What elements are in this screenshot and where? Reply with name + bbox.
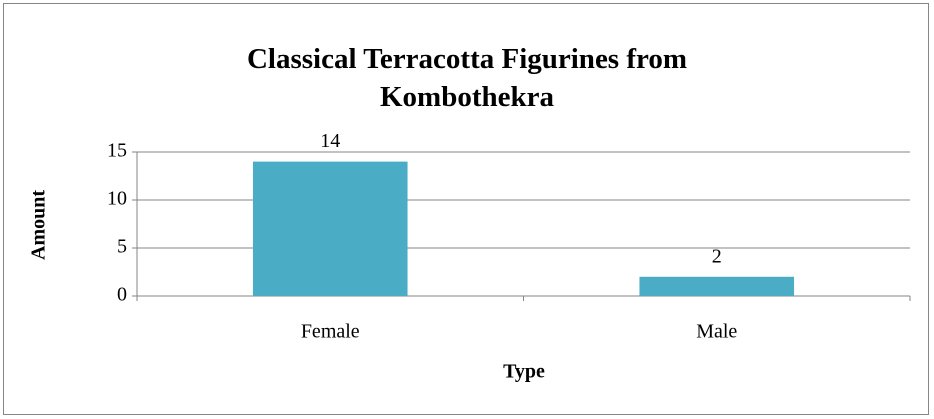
- x-tick-label: Female: [301, 321, 360, 343]
- data-label: 14: [320, 130, 340, 152]
- bar: [639, 276, 795, 296]
- bar: [252, 161, 408, 296]
- data-label: 2: [712, 245, 722, 267]
- y-tick-label: 10: [107, 188, 127, 210]
- y-axis-label: Amount: [28, 190, 50, 260]
- y-tick-label: 15: [107, 140, 127, 162]
- x-axis-label: Type: [503, 361, 545, 383]
- y-tick-label: 0: [117, 284, 127, 306]
- x-tick-label: Male: [696, 321, 737, 343]
- chart-title: Classical Terracotta Figurines from Komb…: [246, 43, 688, 113]
- y-tick-label: 5: [117, 236, 127, 258]
- chart-frame: [3, 3, 929, 415]
